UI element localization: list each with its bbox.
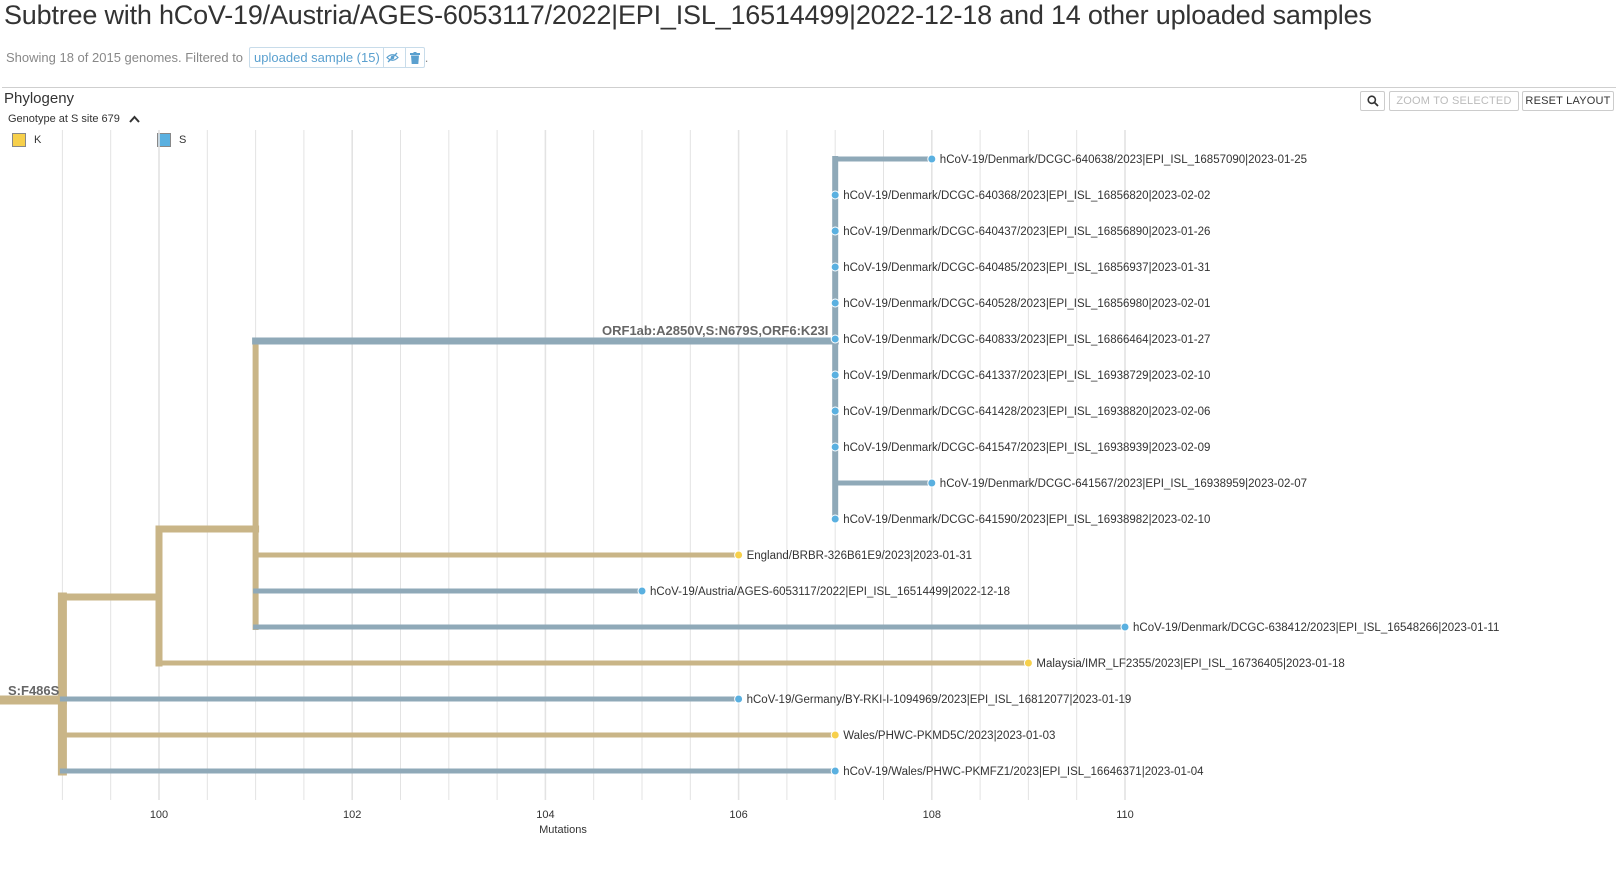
tip-node (637, 586, 647, 596)
branch-label-lower: S:F486S (8, 683, 60, 698)
tip-label: hCoV-19/Denmark/DCGC-640485/2023|EPI_ISL… (843, 262, 1210, 274)
filter-period: . (424, 50, 429, 65)
page-title: Subtree with hCoV-19/Austria/AGES-605311… (4, 0, 1372, 30)
tip-node (830, 226, 840, 236)
tip-node (1023, 658, 1033, 668)
tip-node (927, 154, 937, 164)
tip-label: hCoV-19/Denmark/DCGC-640437/2023|EPI_ISL… (843, 226, 1210, 238)
filter-badge[interactable]: uploaded sample (15) (249, 47, 425, 68)
tip-label: hCoV-19/Denmark/DCGC-641337/2023|EPI_ISL… (843, 370, 1210, 382)
filter-summary: Showing 18 of 2015 genomes. Filtered to … (6, 47, 428, 68)
tip-label: hCoV-19/Denmark/DCGC-638412/2023|EPI_ISL… (1133, 622, 1499, 634)
panel-title: Phylogeny (4, 90, 75, 107)
tip-node (830, 514, 840, 524)
tip-node (830, 334, 840, 344)
reset-layout-button[interactable]: RESET LAYOUT (1522, 91, 1614, 111)
legend-item-s[interactable]: S (157, 133, 186, 147)
legend-swatch-s (157, 133, 171, 147)
tip-node (734, 550, 744, 560)
legend-label-k: K (34, 134, 42, 146)
tip-label: hCoV-19/Germany/BY-RKI-I-1094969/2023|EP… (747, 694, 1132, 706)
chevron-up-icon (129, 115, 140, 123)
tip-label: hCoV-19/Denmark/DCGC-640368/2023|EPI_ISL… (843, 190, 1210, 202)
tip-node (830, 766, 840, 776)
tip-node (830, 262, 840, 272)
axis-tick-label: 110 (1116, 809, 1134, 821)
tip-node (830, 370, 840, 380)
axis-tick-label: 106 (729, 809, 747, 821)
tip-label: England/BRBR-326B61E9/2023|2023-01-31 (747, 550, 973, 562)
legend-toggle[interactable]: Genotype at S site 679 (8, 113, 140, 125)
tip-label: hCoV-19/Wales/PHWC-PKMFZ1/2023|EPI_ISL_1… (843, 766, 1204, 778)
tip-label: hCoV-19/Denmark/DCGC-640528/2023|EPI_ISL… (843, 298, 1210, 310)
zoom-search-button[interactable] (1360, 91, 1385, 111)
tip-node (830, 190, 840, 200)
eye-slash-icon[interactable] (382, 48, 402, 67)
tip-label: Malaysia/IMR_LF2355/2023|EPI_ISL_1673640… (1036, 658, 1344, 670)
tip-label: hCoV-19/Denmark/DCGC-640833/2023|EPI_ISL… (843, 334, 1210, 346)
tip-node (734, 694, 744, 704)
tip-node (830, 442, 840, 452)
tip-label: hCoV-19/Denmark/DCGC-640638/2023|EPI_ISL… (940, 154, 1307, 166)
tip-label: hCoV-19/Denmark/DCGC-641547/2023|EPI_ISL… (843, 442, 1210, 454)
tip-label: Wales/PHWC-PKMD5C/2023|2023-01-03 (843, 730, 1055, 742)
tip-node (1120, 622, 1130, 632)
filter-badge-label: uploaded sample (15) (254, 50, 380, 65)
tip-label: hCoV-19/Denmark/DCGC-641567/2023|EPI_ISL… (940, 478, 1307, 490)
magnifier-icon (1366, 95, 1379, 107)
tip-node (927, 478, 937, 488)
showing-count-text: Showing 18 of 2015 genomes. Filtered to (6, 50, 244, 65)
legend-title: Genotype at S site 679 (8, 113, 120, 125)
trash-icon[interactable] (404, 48, 424, 67)
axis-tick-label: 108 (923, 809, 941, 821)
axis-tick-label: 100 (150, 809, 168, 821)
legend-swatch-k (12, 133, 26, 147)
tip-label: hCoV-19/Austria/AGES-6053117/2022|EPI_IS… (650, 586, 1010, 598)
tip-node (830, 298, 840, 308)
branch-label-upper: ORF1ab:A2850V,S:N679S,ORF6:K23I (602, 323, 828, 338)
tip-label: hCoV-19/Denmark/DCGC-641428/2023|EPI_ISL… (843, 406, 1210, 418)
tip-node (830, 730, 840, 740)
tip-label: hCoV-19/Denmark/DCGC-641590/2023|EPI_ISL… (843, 514, 1210, 526)
axis-tick-label: 102 (343, 809, 361, 821)
tip-node (830, 406, 840, 416)
legend-item-k[interactable]: K (12, 133, 41, 147)
axis-title: Mutations (539, 824, 587, 836)
zoom-to-selected-button[interactable]: ZOOM TO SELECTED (1389, 91, 1519, 111)
header-divider (2, 87, 1616, 88)
axis-tick-label: 104 (536, 809, 554, 821)
legend-label-s: S (179, 134, 187, 146)
